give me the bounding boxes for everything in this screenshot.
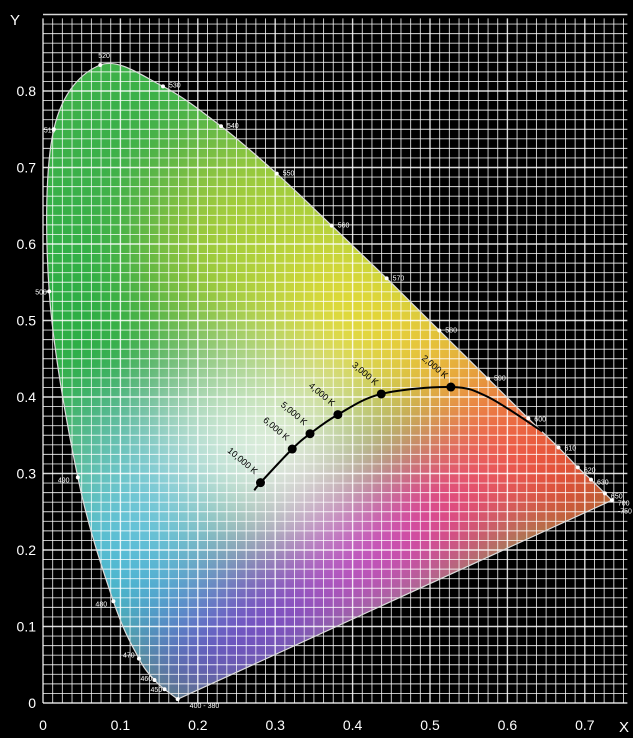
wavelength-dot	[329, 223, 334, 228]
wavelength-label: 490	[58, 477, 70, 484]
wavelength-dot	[588, 477, 593, 482]
y-tick-label: 0.4	[17, 389, 37, 405]
wavelength-label: 480	[95, 601, 107, 608]
y-tick-label: 0.7	[17, 160, 37, 176]
wavelength-label: 510	[44, 127, 56, 134]
wavelength-label: 520	[98, 53, 110, 60]
x-tick-label: 0.7	[575, 717, 595, 733]
cct-point	[305, 429, 315, 439]
y-tick-label: 0.3	[17, 466, 37, 482]
wavelength-dot	[219, 124, 224, 129]
wavelength-label: 450	[151, 687, 163, 694]
wavelength-dot	[486, 376, 491, 381]
cct-point	[446, 382, 456, 392]
wavelength-dot	[175, 697, 180, 702]
wavelength-label: 700	[618, 500, 630, 507]
wavelength-dot	[162, 687, 167, 692]
x-tick-label: 0.6	[498, 717, 518, 733]
wavelength-dot	[47, 289, 52, 294]
y-tick-label: 0.2	[17, 542, 37, 558]
wavelength-dot	[556, 445, 561, 450]
cct-point	[333, 410, 343, 420]
y-axis-ticks: 0 0.1 0.2 0.3 0.4 0.5 0.6 0.7 0.8	[17, 83, 37, 711]
y-tick-label: 0.6	[17, 236, 37, 252]
wavelength-label: 600	[534, 416, 546, 423]
wavelength-dot	[575, 465, 580, 470]
cct-point	[287, 444, 297, 454]
wavelength-label: 650	[611, 493, 623, 500]
wavelength-label: 400 - 380	[190, 703, 220, 710]
y-axis-label: Y	[10, 12, 20, 29]
wavelength-label: 530	[169, 82, 181, 89]
wavelength-label: 610	[564, 445, 576, 452]
wavelength-dot	[274, 171, 279, 176]
wavelength-dot	[384, 276, 389, 281]
wavelength-dot	[111, 599, 116, 604]
x-axis-label: X	[619, 719, 629, 736]
wavelength-label: 570	[393, 275, 405, 282]
wavelength-label: 580	[445, 327, 457, 334]
wavelength-label: 630	[597, 480, 609, 487]
x-tick-label: 0	[39, 717, 47, 733]
wavelength-label: 460	[140, 676, 152, 683]
wavelength-label: 560	[338, 223, 350, 230]
wavelength-label: 620	[584, 467, 596, 474]
wavelength-markers: 400 - 380 450 460 470 480 490 500 510 520 530 540 5…	[35, 53, 632, 710]
wavelength-label: 500	[35, 289, 47, 296]
wavelength-label: 540	[227, 123, 239, 130]
cct-point	[376, 389, 386, 399]
wavelength-dot	[98, 62, 103, 67]
wavelength-label: 550	[283, 171, 295, 178]
wavelength-dot	[602, 491, 607, 496]
cct-point	[255, 478, 265, 488]
wavelength-label: 470	[123, 653, 135, 660]
x-tick-label: 0.4	[343, 717, 363, 733]
wavelength-dot	[136, 656, 141, 661]
grid	[42, 13, 628, 704]
y-tick-label: 0.5	[17, 313, 37, 329]
x-tick-label: 0.5	[420, 717, 440, 733]
wavelength-label: -750	[618, 508, 632, 515]
x-tick-label: 0.3	[265, 717, 285, 733]
wavelength-dot	[160, 84, 165, 89]
wavelength-label: 590	[494, 376, 506, 383]
y-tick-label: 0.1	[17, 619, 37, 635]
wavelength-dot	[51, 127, 56, 132]
x-axis-ticks: 0 0.1 0.2 0.3 0.4 0.5 0.6 0.7	[39, 717, 595, 733]
x-tick-label: 0.1	[111, 717, 131, 733]
wavelength-dot	[437, 328, 442, 333]
wavelength-dot	[609, 498, 614, 503]
wavelength-dot	[152, 678, 157, 683]
wavelength-dot	[526, 416, 531, 421]
y-tick-label: 0	[28, 695, 36, 711]
x-tick-label: 0.2	[188, 717, 208, 733]
wavelength-dot	[75, 475, 80, 480]
y-tick-label: 0.8	[17, 83, 37, 99]
